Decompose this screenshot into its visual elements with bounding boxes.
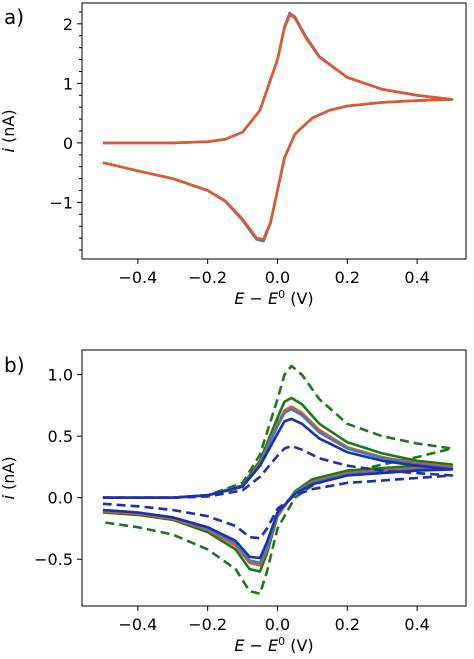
panel-a-x-tick-label: 0.4 xyxy=(404,268,429,287)
panel-b-x-tick-label: 0.2 xyxy=(335,615,360,634)
panel-a-y-tick-label: −1 xyxy=(49,193,73,212)
panel-a-series-line-1 xyxy=(102,11,454,243)
panel-b-series-line-5 xyxy=(102,417,454,560)
panel-b-series-line-3 xyxy=(102,405,454,567)
panel-b-xlabel-main: E − E xyxy=(234,636,279,655)
panel-b-x-axis-label: E − E0 (V) xyxy=(234,635,313,656)
panel-a-xlabel-main: E − E xyxy=(234,289,279,308)
panel-a-series-line-2 xyxy=(102,13,454,241)
panel-b-y-tick-label: 1.0 xyxy=(48,366,73,385)
panel-b-series-line-6 xyxy=(102,444,454,540)
panel-b-xlabel-sup: 0 xyxy=(278,635,285,648)
panel-a-y-tick-label: 1 xyxy=(63,74,73,93)
panel-b-x-tick-label: 0.4 xyxy=(404,615,429,634)
panel-a-y-ticks: −1 0 1 2 xyxy=(49,11,82,251)
panel-b-x-ticks: −0.4 −0.2 0.0 0.2 0.4 xyxy=(118,606,430,634)
panel-a-y-axis-label: i (nA) xyxy=(0,109,18,152)
panel-a-ylabel-unit: (nA) xyxy=(0,109,18,148)
panel-b-series xyxy=(102,364,454,596)
panel-a-label: a) xyxy=(4,5,24,29)
panel-a-x-tick-label: 0.2 xyxy=(335,268,360,287)
panel-a-x-ticks: −0.4 −0.2 0.0 0.2 0.4 xyxy=(118,259,430,287)
panel-b-xlabel-unit: (V) xyxy=(285,636,314,655)
panel-a-frame xyxy=(81,2,467,260)
panel-b-y-tick-label: −0.5 xyxy=(34,550,73,569)
panel-b-x-tick-label: 0.0 xyxy=(265,615,290,634)
panel-b-y-ticks: −0.5 0.0 0.5 1.0 xyxy=(34,366,82,569)
panel-b-y-tick-label: 0.5 xyxy=(48,427,73,446)
panel-b-label: b) xyxy=(4,353,25,377)
panel-b-frame xyxy=(81,349,467,607)
panel-a-y-tick-label: 2 xyxy=(63,15,73,34)
panel-b-ylabel-symbol: i xyxy=(0,495,18,500)
panel-b: b) −0.5 0.0 0.5 1.0 −0.4 −0.2 0.0 0.2 0.4 i (nA… xyxy=(0,349,467,656)
panel-b-y-tick-label: 0.0 xyxy=(48,489,73,508)
panel-a-x-tick-label: −0.2 xyxy=(188,268,227,287)
panel-a-ylabel-symbol: i xyxy=(0,148,18,153)
panel-a-xlabel-unit: (V) xyxy=(285,289,314,308)
panel-a-x-axis-label: E − E0 (V) xyxy=(234,288,313,309)
panel-a-y-tick-label: 0 xyxy=(63,134,73,153)
panel-a-xlabel-sup: 0 xyxy=(278,288,285,301)
panel-b-x-tick-label: −0.4 xyxy=(118,615,157,634)
panel-a-series xyxy=(102,11,454,243)
panel-b-series-line-1 xyxy=(102,364,454,596)
panel-b-ylabel-unit: (nA) xyxy=(0,456,18,495)
panel-a-x-tick-label: 0.0 xyxy=(265,268,290,287)
panel-b-y-axis-label: i (nA) xyxy=(0,456,18,499)
panel-a-x-tick-label: −0.4 xyxy=(118,268,157,287)
panel-b-x-tick-label: −0.2 xyxy=(188,615,227,634)
